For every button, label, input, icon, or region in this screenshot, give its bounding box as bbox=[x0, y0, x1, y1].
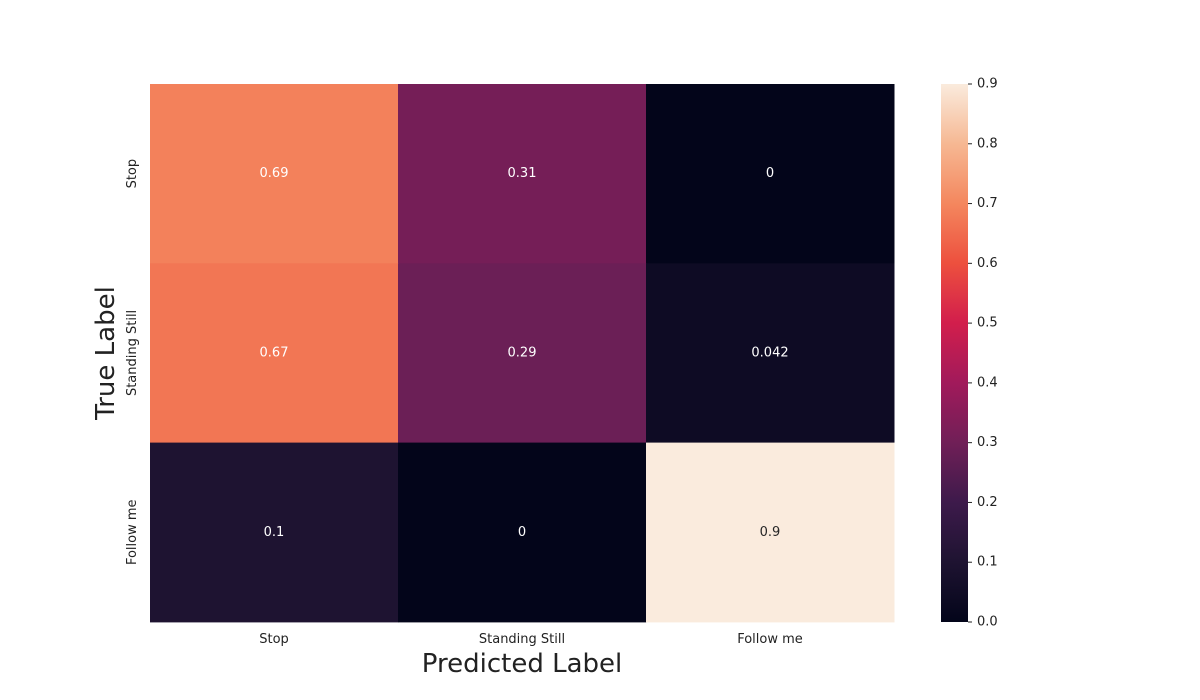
colorbar bbox=[941, 84, 968, 622]
x-tick-label: Standing Still bbox=[479, 632, 565, 647]
heatmap-cell bbox=[150, 442, 399, 623]
heatmap-cell bbox=[646, 263, 895, 444]
heatmap-cell bbox=[398, 263, 647, 444]
cell-value-label: 0 bbox=[518, 525, 526, 540]
colorbar-tick-label: 0.8 bbox=[977, 136, 998, 151]
y-tick-label: Standing Still bbox=[125, 310, 140, 396]
x-tick-label: Stop bbox=[259, 632, 289, 647]
cell-value-label: 0.69 bbox=[260, 166, 289, 181]
cell-value-label: 0.9 bbox=[760, 525, 781, 540]
y-tick-labels: Stop Standing Still Follow me bbox=[125, 159, 140, 565]
x-axis-title: Predicted Label bbox=[422, 649, 622, 679]
y-tick-label: Follow me bbox=[125, 499, 140, 565]
y-axis-title: True Label bbox=[91, 286, 121, 421]
cell-value-label: 0.29 bbox=[508, 345, 537, 360]
colorbar-tick-label: 0.0 bbox=[977, 615, 998, 630]
heatmap-cell bbox=[398, 84, 647, 264]
colorbar-tick-label: 0.5 bbox=[977, 316, 998, 331]
cell-value-label: 0.31 bbox=[508, 166, 537, 181]
colorbar-tick-label: 0.3 bbox=[977, 435, 998, 450]
colorbar-tick-label: 0.9 bbox=[977, 77, 998, 92]
colorbar-tick-label: 0.7 bbox=[977, 196, 998, 211]
heatmap-cell bbox=[398, 442, 647, 623]
heatmap-cell bbox=[646, 84, 895, 264]
colorbar-tick-label: 0.2 bbox=[977, 495, 998, 510]
x-tick-label: Follow me bbox=[737, 632, 803, 647]
heatmap-cell bbox=[150, 84, 399, 264]
cell-value-label: 0 bbox=[766, 166, 774, 181]
colorbar-tick-label: 0.1 bbox=[977, 555, 998, 570]
heatmap-cells: 0.69 0.31 0 0.67 0.29 0.042 0.1 0 0.9 bbox=[150, 84, 895, 623]
y-tick-label: Stop bbox=[125, 159, 140, 189]
cell-value-label: 0.1 bbox=[264, 525, 285, 540]
colorbar-tick-label: 0.4 bbox=[977, 375, 998, 390]
colorbar-tick-label: 0.6 bbox=[977, 256, 998, 271]
heatmap-cell bbox=[150, 263, 399, 444]
heatmap-cell bbox=[646, 442, 895, 623]
colorbar-ticks: 0.0 0.1 0.2 0.3 0.4 0.5 0.6 0.7 0.8 0.9 bbox=[968, 77, 998, 630]
x-tick-labels: Stop Standing Still Follow me bbox=[259, 632, 803, 647]
cell-value-label: 0.67 bbox=[260, 345, 289, 360]
cell-value-label: 0.042 bbox=[751, 345, 788, 360]
